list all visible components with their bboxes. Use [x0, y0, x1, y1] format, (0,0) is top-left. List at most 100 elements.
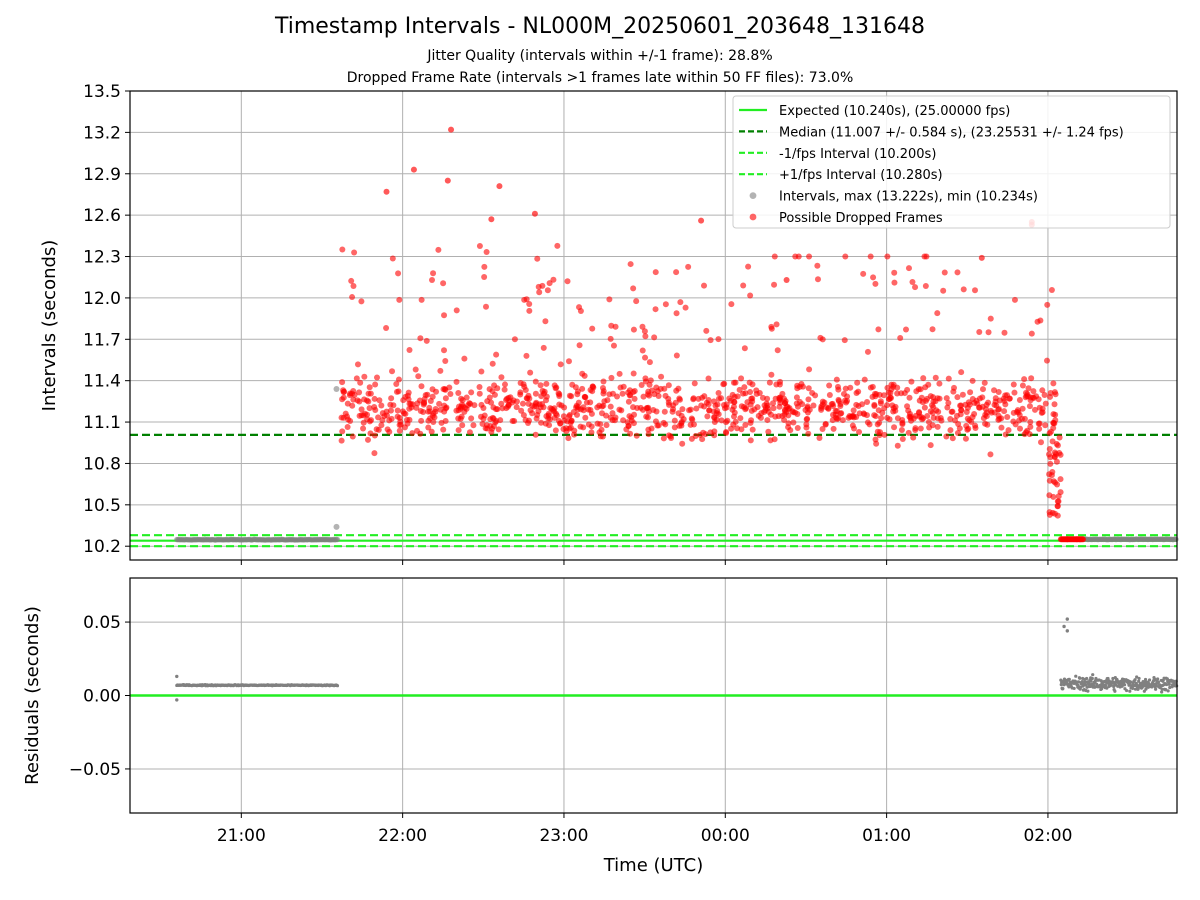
dropped-frame-point: [849, 422, 856, 429]
dropped-frame-point: [1050, 411, 1057, 418]
dropped-frame-point: [732, 418, 739, 425]
dropped-frame-point: [747, 419, 754, 426]
dropped-frame-point: [923, 253, 930, 260]
dropped-frame-point: [418, 417, 425, 424]
dropped-frame-point: [698, 402, 705, 409]
dropped-frame-point: [665, 432, 672, 439]
dropped-frame-point: [557, 361, 564, 368]
dropped-frame-point: [383, 324, 390, 331]
dropped-frame-point: [715, 336, 722, 343]
dropped-frame-point: [768, 371, 775, 378]
dropped-frame-point: [998, 424, 1005, 431]
dropped-frame-point: [436, 400, 443, 407]
dropped-frame-point: [505, 394, 512, 401]
dropped-frame-point: [405, 389, 412, 396]
dropped-frame-point: [466, 429, 473, 436]
dropped-frame-point: [937, 414, 944, 421]
residual-point: [1090, 676, 1094, 681]
dropped-frame-point: [971, 287, 978, 294]
dropped-frame-point: [361, 373, 368, 380]
dropped-frame-point: [580, 424, 587, 431]
dropped-frame-point: [358, 406, 365, 413]
dropped-frame-point: [470, 422, 477, 429]
dropped-frame-point: [520, 412, 527, 419]
residual-point: [1061, 687, 1065, 691]
dropped-frame-point: [564, 278, 571, 285]
dropped-frame-point: [1021, 431, 1028, 438]
dropped-frame-point: [978, 254, 985, 261]
dropped-frame-point: [409, 430, 416, 437]
dropped-frame-point: [954, 269, 961, 276]
residual-point: [1120, 684, 1124, 688]
dropped-frame-point: [346, 392, 353, 399]
dropped-frame-point: [834, 383, 841, 390]
dropped-frame-point: [552, 427, 559, 434]
dropped-frame-point: [606, 296, 613, 303]
dropped-frame-point: [1046, 445, 1053, 452]
dropped-frame-point: [652, 306, 659, 313]
dropped-frame-point: [1011, 389, 1018, 396]
dropped-frame-point: [429, 386, 436, 393]
dropped-frame-point: [677, 299, 684, 306]
dropped-frame-point: [658, 373, 665, 380]
dropped-frame-point: [603, 422, 610, 429]
dropped-frame-point: [979, 386, 986, 393]
dropped-frame-point: [1042, 400, 1049, 407]
dropped-frame-point: [539, 400, 546, 407]
dropped-frame-point: [645, 426, 652, 433]
dropped-frame-point: [625, 398, 632, 405]
dropped-frame-point: [406, 347, 413, 354]
y-tick-label: 13.2: [83, 123, 121, 143]
dropped-frame-point: [387, 401, 394, 408]
dropped-frame-point: [1050, 380, 1057, 387]
dropped-frame-point: [476, 390, 483, 397]
dropped-frame-point: [859, 401, 866, 408]
dropped-frame-point: [745, 263, 752, 270]
dropped-frame-point: [705, 375, 712, 382]
dropped-frame-point: [1039, 409, 1046, 416]
dropped-frame-point: [1047, 393, 1054, 400]
residual-point: [1147, 678, 1152, 682]
residual-point: [1164, 682, 1169, 687]
dropped-frame-point: [1004, 414, 1011, 421]
dropped-frame-point: [371, 432, 378, 439]
dropped-frame-point: [756, 390, 763, 397]
dropped-frame-point: [835, 396, 842, 403]
dropped-frame-point: [522, 387, 529, 394]
dropped-frame-point: [703, 327, 710, 334]
dropped-frame-point: [532, 390, 539, 397]
residual-point: [1168, 685, 1172, 690]
dropped-frame-point: [497, 417, 504, 424]
residual-point: [1106, 676, 1110, 681]
dropped-frame-point: [662, 392, 669, 399]
dropped-frame-point: [354, 361, 361, 368]
residual-point: [1113, 689, 1117, 693]
dropped-frame-point: [396, 422, 403, 429]
dropped-frame-point: [925, 381, 932, 388]
dropped-frame-point: [631, 395, 638, 402]
dropped-frame-point: [1050, 493, 1057, 500]
dropped-frame-point: [886, 396, 893, 403]
dropped-frame-point: [639, 323, 646, 330]
dropped-frame-point: [673, 387, 680, 394]
dropped-frame-point: [969, 414, 976, 421]
residual-point: [1072, 686, 1076, 691]
dropped-frame-point: [866, 421, 873, 428]
dropped-frame-point: [718, 395, 725, 402]
dropped-frame-point: [551, 382, 558, 389]
dropped-frame-point: [810, 402, 817, 409]
dropped-frame-point: [1027, 418, 1034, 425]
dropped-frame-point: [1016, 425, 1023, 432]
dropped-frame-point: [890, 381, 897, 388]
dropped-frame-point: [453, 307, 460, 314]
dropped-frame-point: [496, 183, 503, 190]
dropped-frame-point: [867, 253, 874, 260]
dropped-frame-point: [356, 389, 363, 396]
residual-point: [1167, 682, 1171, 686]
dropped-frame-point: [349, 433, 356, 440]
dropped-frame-point: [655, 422, 662, 429]
dropped-frame-point: [1052, 391, 1059, 398]
dropped-frame-point: [960, 286, 967, 293]
dropped-frame-point: [610, 342, 617, 349]
residual-point: [1156, 677, 1160, 681]
